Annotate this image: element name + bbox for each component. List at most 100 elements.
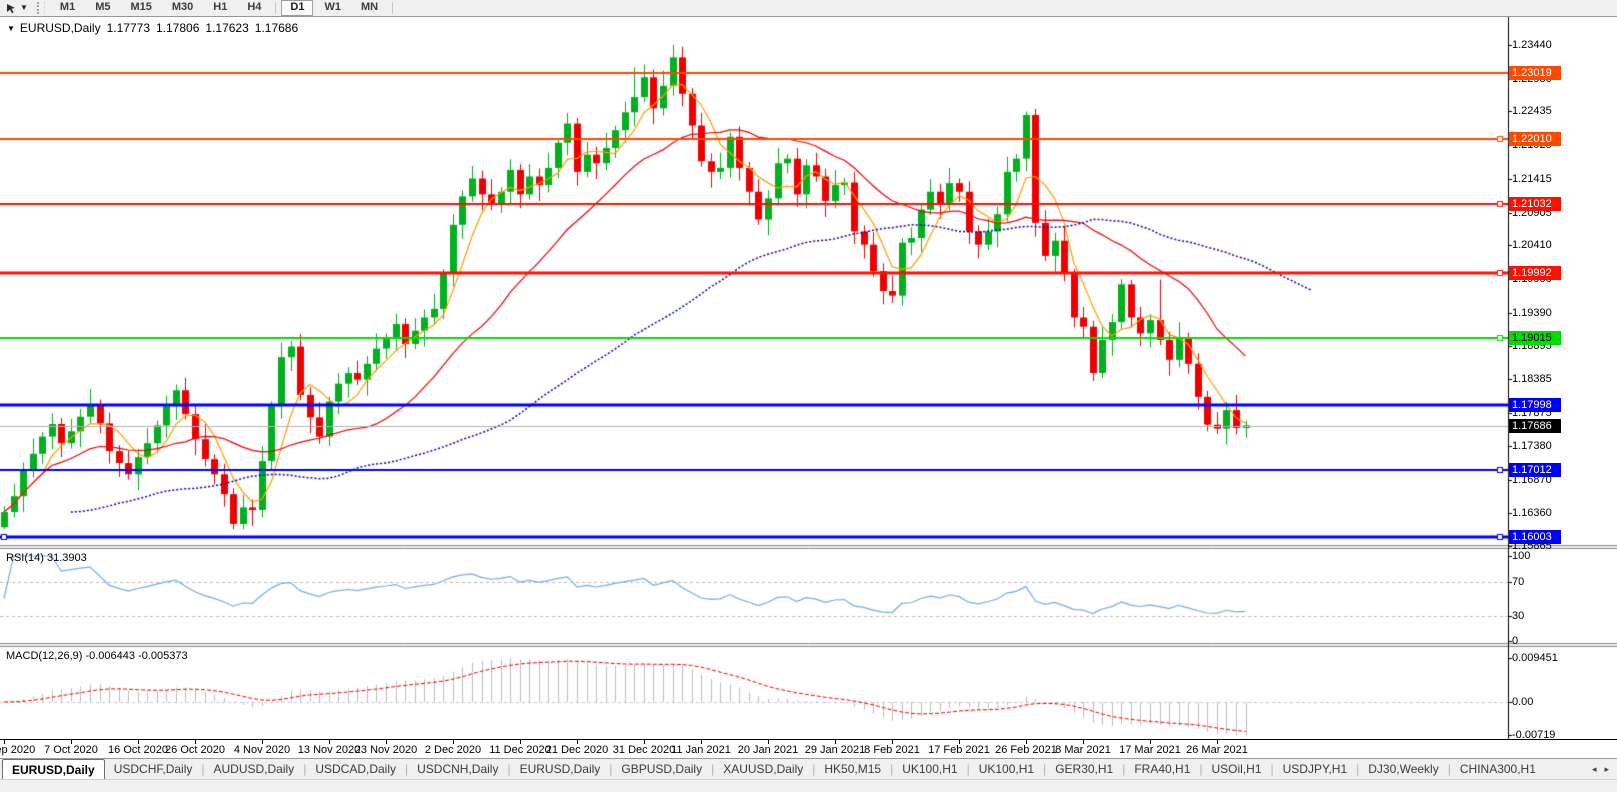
rsi-axis-label: 0 bbox=[1512, 635, 1519, 647]
tab-divider: | bbox=[303, 762, 307, 776]
toolbar-grip[interactable] bbox=[36, 2, 45, 14]
symbol-tab-ger30-h1[interactable]: GER30,H1 bbox=[1055, 762, 1114, 776]
chevron-down-icon[interactable]: ▼ bbox=[20, 3, 28, 12]
date-axis-tick bbox=[138, 740, 139, 744]
symbol-tab-audusd-daily[interactable]: AUDUSD,Daily bbox=[213, 762, 295, 776]
current-price-badge: 1.17686 bbox=[1509, 418, 1561, 433]
date-axis-tick bbox=[195, 740, 196, 744]
date-axis-label: 26 Feb 2021 bbox=[995, 744, 1057, 756]
timeframe-button-mn[interactable]: MN bbox=[360, 1, 379, 13]
hline-price-badge[interactable]: 1.22010 bbox=[1509, 132, 1561, 147]
tab-divider: | bbox=[1356, 762, 1360, 776]
date-axis-label: 4 Nov 2020 bbox=[233, 744, 291, 756]
pointer-arrow-icon[interactable] bbox=[3, 1, 19, 15]
date-axis-label: 17 Feb 2021 bbox=[928, 744, 990, 756]
timeframe-button-d1[interactable]: D1 bbox=[281, 0, 314, 16]
tab-divider: | bbox=[405, 762, 409, 776]
date-axis-tick bbox=[577, 740, 578, 744]
timeframe-button-w1[interactable]: W1 bbox=[324, 1, 341, 13]
tab-divider: | bbox=[507, 762, 511, 776]
tab-divider: | bbox=[966, 762, 970, 776]
date-axis-tick bbox=[959, 740, 960, 744]
hline-price-badge[interactable]: 1.16003 bbox=[1509, 529, 1561, 544]
symbol-tab-uk100-h1[interactable]: UK100,H1 bbox=[902, 762, 958, 776]
price-axis-label: 1.16360 bbox=[1512, 507, 1552, 520]
chart-symbol-label: EURUSD,Daily bbox=[19, 21, 101, 35]
tab-divider: | bbox=[711, 762, 715, 776]
date-axis-label: 21 Dec 2020 bbox=[545, 744, 609, 756]
date-axis-label: 8 Feb 2021 bbox=[864, 744, 920, 756]
date-axis-tick bbox=[1026, 740, 1027, 744]
tab-divider: | bbox=[1122, 762, 1126, 776]
price-axis-label: 1.21415 bbox=[1512, 172, 1552, 185]
symbol-tab-eurusd-daily[interactable]: EURUSD,Daily bbox=[519, 762, 601, 776]
tabs-scroll-left-icon[interactable]: ◂ bbox=[1591, 764, 1597, 774]
timeframe-button-m30[interactable]: M30 bbox=[171, 1, 194, 13]
symbol-tab-uk100-h1[interactable]: UK100,H1 bbox=[978, 762, 1035, 776]
date-axis-label: 17 Mar 2021 bbox=[1119, 744, 1181, 756]
symbol-tab-hk50-m15[interactable]: HK50,M15 bbox=[824, 762, 882, 776]
symbol-tab-usdcad-daily[interactable]: USDCAD,Daily bbox=[315, 762, 396, 776]
date-axis-tick bbox=[768, 740, 769, 744]
status-footer bbox=[0, 779, 1617, 792]
date-axis-label: 26 Mar 2021 bbox=[1186, 744, 1248, 756]
symbol-tab-usoil-h1[interactable]: USOil,H1 bbox=[1211, 762, 1262, 776]
date-axis-label: 20 Jan 2021 bbox=[737, 744, 799, 756]
macd-axis-label: 0.00 bbox=[1512, 696, 1534, 708]
date-axis-tick bbox=[835, 740, 836, 744]
timeframe-button-m1[interactable]: M1 bbox=[59, 1, 76, 13]
tab-divider: | bbox=[890, 762, 894, 776]
timeframe-toolbar: ▼ M1 M5 M15 M30 H1 H4 D1 W1 MN bbox=[0, 0, 1617, 17]
toolbar-separator bbox=[392, 2, 394, 14]
date-axis-label: 29 Jan 2021 bbox=[804, 744, 866, 756]
symbol-tab-dj30-weekly[interactable]: DJ30,Weekly bbox=[1368, 762, 1439, 776]
timeframe-button-h1[interactable]: H1 bbox=[213, 1, 228, 13]
ohlc-close: 1.17686 bbox=[254, 21, 299, 35]
symbol-tab-gbpusd-daily[interactable]: GBPUSD,Daily bbox=[621, 762, 703, 776]
hline-price-badge[interactable]: 1.23019 bbox=[1509, 65, 1561, 80]
tab-divider: | bbox=[201, 762, 205, 776]
macd-axis-label: 0.009451 bbox=[1512, 652, 1558, 665]
tab-divider: | bbox=[812, 762, 816, 776]
symbol-tab-fra40-h1[interactable]: FRA40,H1 bbox=[1134, 762, 1191, 776]
price-axis-label: 1.17380 bbox=[1512, 439, 1552, 452]
symbol-tab-china300-h1[interactable]: CHINA300,H1 bbox=[1459, 762, 1536, 776]
macd-axis-label: -0.00719 bbox=[1512, 729, 1556, 742]
date-axis-label: 26 Oct 2020 bbox=[165, 744, 225, 756]
hline-price-badge[interactable]: 1.19015 bbox=[1509, 330, 1561, 345]
hline-price-badge[interactable]: 1.21032 bbox=[1509, 197, 1561, 212]
symbol-tab-xauusd-daily[interactable]: XAUUSD,Daily bbox=[723, 762, 804, 776]
date-axis-tick bbox=[520, 740, 521, 744]
rsi-axis-label: 70 bbox=[1512, 575, 1525, 588]
hline-price-badge[interactable]: 1.19992 bbox=[1509, 266, 1561, 280]
tab-divider: | bbox=[1043, 762, 1047, 776]
timeframe-button-m15[interactable]: M15 bbox=[130, 1, 152, 13]
symbol-tab-usdchf-daily[interactable]: USDCHF,Daily bbox=[113, 762, 193, 776]
price-axis-label: 1.23440 bbox=[1512, 38, 1552, 51]
date-axis-label: 31 Dec 2020 bbox=[612, 744, 676, 756]
chevron-down-icon[interactable]: ▼ bbox=[7, 24, 15, 33]
date-axis-tick bbox=[71, 740, 72, 744]
tab-divider: | bbox=[1199, 762, 1203, 776]
price-axis-label: 1.22435 bbox=[1512, 105, 1552, 118]
symbol-tabbar: EURUSD,Daily USDCHF,Daily | AUDUSD,Daily | US… bbox=[0, 758, 1617, 780]
ohlc-high: 1.17806 bbox=[156, 21, 200, 35]
tab-divider: | bbox=[1270, 762, 1274, 776]
hline-price-badge[interactable]: 1.17998 bbox=[1509, 397, 1561, 412]
timeframe-button-m5[interactable]: M5 bbox=[95, 1, 111, 13]
symbol-tab-usdjpy-h1[interactable]: USDJPY,H1 bbox=[1282, 762, 1348, 776]
tabs-scroll-right-icon[interactable]: ▸ bbox=[1604, 764, 1609, 774]
chart-canvas[interactable] bbox=[0, 17, 1617, 739]
date-axis-label: 2 Dec 2020 bbox=[424, 744, 482, 756]
symbol-tab-eurusd-daily[interactable]: EURUSD,Daily bbox=[2, 759, 105, 780]
symbol-tab-usdcnh-daily[interactable]: USDCNH,Daily bbox=[417, 762, 499, 776]
date-axis-label: 11 Dec 2020 bbox=[489, 744, 551, 756]
price-axis-label: 1.18385 bbox=[1512, 373, 1552, 386]
date-axis-tick bbox=[4, 740, 5, 744]
timeframe-button-h4[interactable]: H4 bbox=[247, 1, 262, 13]
date-axis-tick bbox=[262, 740, 263, 744]
hline-price-badge[interactable]: 1.17012 bbox=[1509, 463, 1561, 478]
ohlc-open: 1.17773 bbox=[106, 21, 150, 35]
